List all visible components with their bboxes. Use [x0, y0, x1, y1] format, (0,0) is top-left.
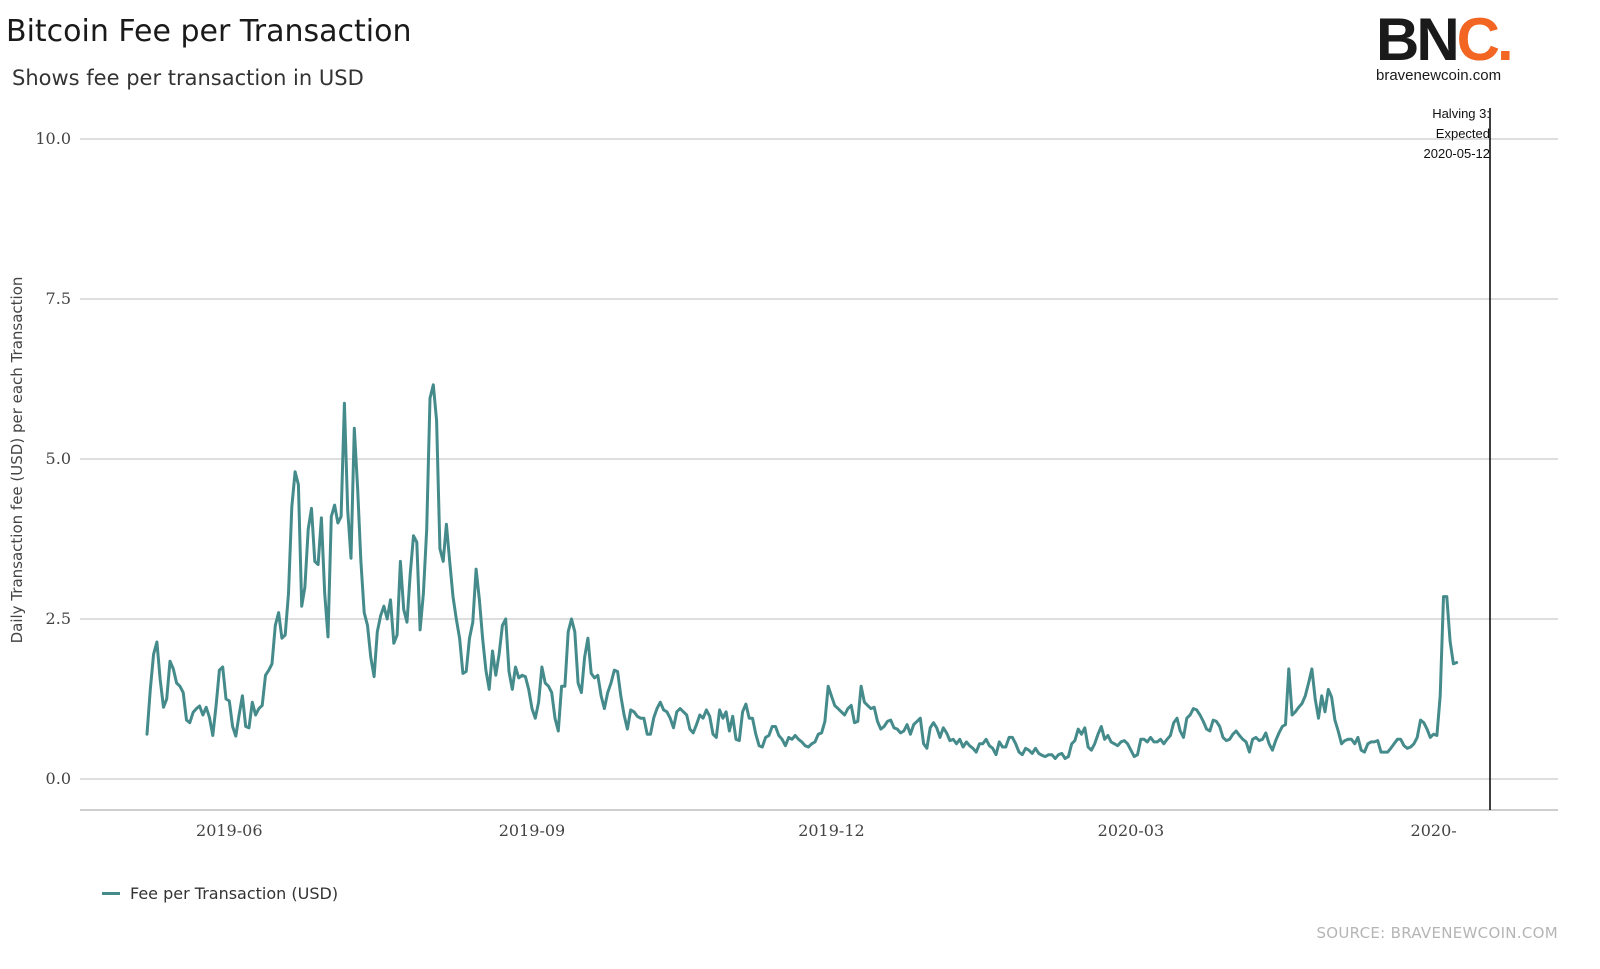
halving-annotation: Halving 3: Expected 2020-05-12: [1424, 106, 1491, 810]
bnc-logo-url: bravenewcoin.com: [1376, 67, 1502, 84]
gridlines: [80, 138, 1558, 780]
y-axis-ticks: 0.0 2.5 5.0 7.5 10.0: [35, 129, 71, 788]
bnc-logo: BNC. bravenewcoin.com: [1376, 6, 1536, 90]
chart-subtitle: Shows fee per transaction in USD: [12, 66, 364, 90]
x-tick-label: 2019-06: [196, 821, 262, 840]
series-line-fee-per-transaction: [145, 383, 1459, 760]
x-tick-label: 2020-03: [1098, 821, 1164, 840]
source-credit: SOURCE: BRAVENEWCOIN.COM: [1316, 924, 1558, 942]
legend-swatch: [102, 892, 120, 895]
y-axis-label: Daily Transaction fee (USD) per each Tra…: [8, 277, 26, 644]
y-tick-label: 5.0: [46, 449, 71, 468]
halving-annotation-text: 2020-05-12: [1424, 146, 1491, 161]
legend: Fee per Transaction (USD): [102, 884, 338, 903]
series-layer: [145, 383, 1459, 760]
y-tick-label: 2.5: [46, 609, 71, 628]
y-tick-label: 10.0: [35, 129, 71, 148]
x-tick-label: 2019-09: [499, 821, 565, 840]
x-tick-label: 2020-: [1411, 821, 1457, 840]
bnc-logo-mark: BNC.: [1376, 6, 1514, 73]
x-axis-ticks: 2019-06 2019-09 2019-12 2020-03 2020-: [196, 821, 1457, 840]
y-tick-label: 0.0: [46, 769, 71, 788]
legend-label: Fee per Transaction (USD): [130, 884, 339, 903]
x-tick-label: 2019-12: [798, 821, 864, 840]
halving-annotation-text: Expected: [1436, 126, 1490, 141]
y-tick-label: 7.5: [46, 289, 71, 308]
halving-annotation-text: Halving 3:: [1432, 106, 1490, 121]
chart-title: Bitcoin Fee per Transaction: [6, 14, 412, 49]
